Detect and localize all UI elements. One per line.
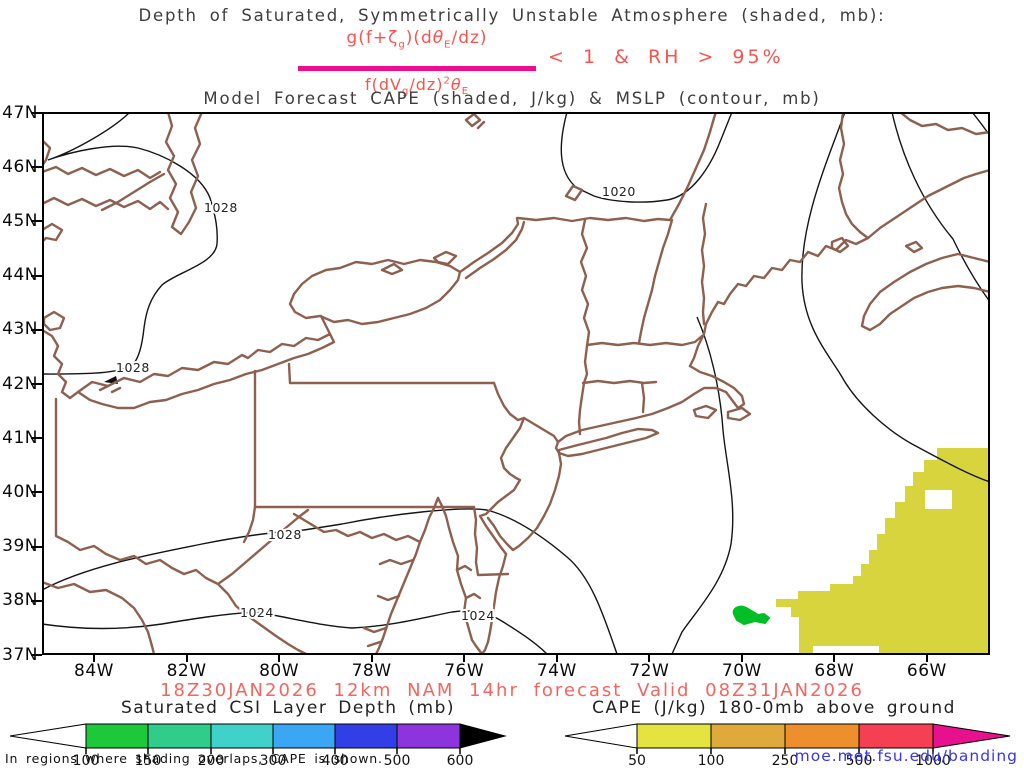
csi-colorbar: 100 150 200 300 400 500 600	[9, 723, 507, 768]
lat-tick	[31, 328, 42, 331]
lon-tick	[278, 655, 281, 662]
lon-tick-label: 78W	[351, 661, 392, 681]
lat-tick-label: 41N	[2, 427, 38, 448]
lat-tick	[31, 599, 42, 602]
lon-tick	[185, 655, 188, 662]
contour-value-labels: 1028 1020 1028 1028 1024 1024	[114, 182, 637, 625]
csi-formula-denominator: f(dVg/dz)2θE	[364, 75, 470, 98]
lon-tick	[740, 655, 743, 662]
lon-tick-label: 68W	[814, 661, 855, 681]
svg-text:1024: 1024	[240, 605, 274, 620]
svg-text:100: 100	[698, 753, 725, 768]
lon-tick-label: 72W	[629, 661, 670, 681]
lat-tick-label: 47N	[2, 102, 38, 123]
mslp-contours	[42, 112, 990, 655]
banding-site-link[interactable]: moe.met.fsu.edu/banding	[794, 747, 1018, 765]
lat-tick	[31, 112, 42, 114]
lon-tick	[833, 655, 836, 662]
lat-tick-label: 40N	[2, 481, 38, 502]
svg-text:500: 500	[846, 753, 873, 768]
formula-fraction-bar	[298, 66, 536, 71]
svg-text:500: 500	[384, 753, 411, 768]
lat-tick-label: 45N	[2, 210, 38, 231]
svg-text:400: 400	[322, 753, 349, 768]
csi-shaded-region	[732, 605, 771, 626]
svg-text:600: 600	[447, 753, 474, 768]
lon-tick	[463, 655, 466, 662]
lon-tick-label: 74W	[536, 661, 577, 681]
map-canvas: 1028 1020 1028 1028 1024 1024	[42, 112, 990, 655]
svg-text:1000: 1000	[915, 753, 951, 768]
lat-tick	[31, 545, 42, 548]
lon-tick	[555, 655, 558, 662]
svg-text:200: 200	[198, 753, 225, 768]
map-subtitle: Model Forecast CAPE (shaded, J/kg) & MSL…	[203, 89, 821, 108]
svg-text:150: 150	[135, 753, 162, 768]
lon-tick	[370, 655, 373, 662]
svg-text:1028: 1028	[204, 200, 238, 215]
csi-colorbar-title: Saturated CSI Layer Depth (mb)	[120, 698, 456, 718]
lat-tick-label: 37N	[2, 644, 38, 665]
svg-text:100: 100	[73, 753, 100, 768]
cape-shaded-region	[776, 448, 990, 654]
overlap-note: In regions where shading overlaps, CAPE …	[5, 751, 383, 766]
cape-colorbar: 50 100 250 500 1000	[564, 723, 1011, 768]
lon-tick-label: 66W	[906, 661, 947, 681]
lon-tick-label: 82W	[166, 661, 207, 681]
formula-condition: < 1 & RH > 95%	[548, 46, 784, 68]
lat-tick-label: 43N	[2, 319, 38, 340]
lat-tick	[31, 274, 42, 277]
svg-text:300: 300	[260, 753, 287, 768]
svg-text:1028: 1028	[268, 527, 302, 542]
svg-text:1020: 1020	[602, 184, 636, 199]
lat-tick	[31, 383, 42, 385]
lon-tick-label: 76W	[444, 661, 485, 681]
map-frame	[42, 112, 990, 655]
svg-text:1028: 1028	[116, 360, 150, 375]
csi-formula-numerator: g(f+ζg)(dθE/dz)	[346, 28, 488, 51]
lon-tick	[93, 655, 95, 662]
svg-text:1024: 1024	[461, 608, 495, 623]
lon-tick	[925, 655, 928, 662]
svg-text:250: 250	[772, 753, 799, 768]
lon-tick-label: 80W	[259, 661, 300, 681]
lat-tick	[31, 437, 42, 440]
cape-colorbar-title: CAPE (J/kg) 180-0mb above ground	[592, 698, 956, 718]
geography-borders	[42, 112, 990, 655]
forecast-dateline: 18Z30JAN2026 12km NAM 14hr forecast Vali…	[160, 680, 864, 701]
lat-tick	[31, 654, 42, 656]
lat-tick	[31, 166, 42, 169]
lon-tick-label: 70W	[721, 661, 762, 681]
lat-tick-label: 42N	[2, 373, 38, 394]
lat-tick	[31, 220, 42, 223]
lat-tick-label: 38N	[2, 590, 38, 611]
lon-tick	[648, 655, 651, 662]
svg-text:50: 50	[628, 753, 646, 768]
page-title: Depth of Saturated, Symmetrically Unstab…	[138, 6, 886, 25]
lat-tick	[31, 491, 42, 494]
lat-tick-label: 44N	[2, 265, 38, 286]
lon-tick-label: 84W	[74, 661, 114, 681]
lat-tick-label: 39N	[2, 536, 38, 557]
lat-tick-label: 46N	[2, 156, 38, 177]
